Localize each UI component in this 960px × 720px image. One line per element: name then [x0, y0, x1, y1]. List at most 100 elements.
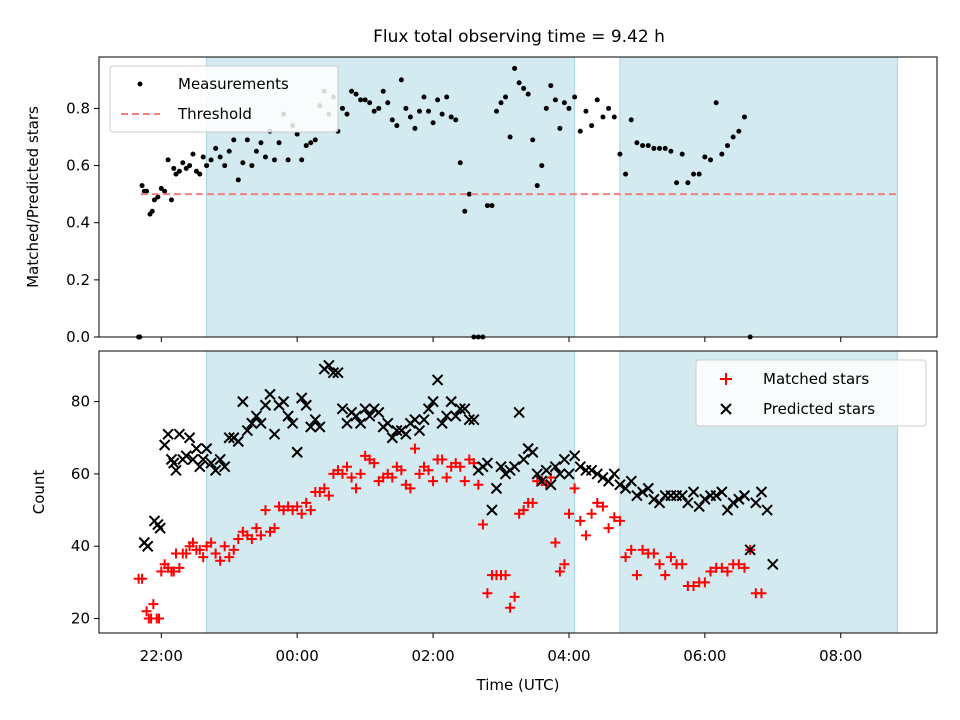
matched-stars-point	[509, 591, 520, 602]
measurement-point	[171, 165, 177, 171]
measurement-point	[349, 88, 355, 94]
predicted-stars-point	[710, 489, 722, 502]
measurement-point	[702, 154, 708, 160]
top-plot-frame	[98, 56, 938, 338]
measurement-point	[657, 145, 663, 151]
matched-stars-point	[500, 570, 511, 581]
measurement-point	[719, 151, 725, 157]
y-tick-label: 80	[71, 393, 90, 411]
measurement-point	[339, 105, 345, 111]
predicted-stars-point	[540, 464, 553, 477]
measurement-point	[516, 80, 522, 86]
matched-stars-point	[346, 472, 357, 483]
matched-stars-point	[459, 476, 470, 487]
measurement-point	[231, 137, 237, 143]
predicted-stars-point	[761, 504, 773, 516]
measurement-point	[200, 154, 206, 160]
measurement-point	[691, 171, 697, 177]
matched-stars-point	[292, 501, 303, 512]
predicted-stars-point	[508, 460, 521, 473]
matched-stars-point	[722, 566, 733, 577]
predicted-stars-point	[642, 482, 654, 495]
measurement-point	[457, 160, 463, 166]
matched-stars-point	[733, 559, 744, 570]
predicted-stars-point	[400, 428, 412, 440]
measurement-point	[645, 143, 651, 149]
matched-stars-point	[505, 602, 516, 613]
measurement-point	[503, 94, 509, 100]
matched-stars-point	[319, 483, 330, 494]
measurement-point	[193, 168, 199, 174]
matched-stars-point	[654, 559, 665, 570]
predicted-stars-point	[699, 493, 711, 505]
predicted-stars-point	[431, 374, 444, 386]
predicted-stars-point	[549, 460, 562, 473]
measurement-point	[668, 148, 674, 154]
matched-stars-point	[518, 505, 529, 516]
matched-stars-point	[154, 613, 165, 624]
measurement-point	[139, 183, 145, 189]
matched-stars-point	[716, 562, 727, 573]
measurement-point	[493, 108, 499, 114]
x-tick-label: 08:00	[819, 647, 862, 665]
matched-stars-point	[620, 552, 631, 563]
measurement-point	[385, 100, 391, 106]
matched-stars-point	[631, 570, 642, 581]
predicted-stars-point	[676, 489, 688, 502]
measurement-point	[262, 154, 268, 160]
measurement-point	[398, 77, 404, 83]
predicted-stars-point	[536, 475, 548, 487]
matched-stars-point	[586, 508, 597, 519]
measurement-point	[435, 97, 441, 103]
predicted-stars-point	[291, 446, 303, 458]
measurement-point	[651, 145, 657, 151]
matched-stars-point	[168, 566, 179, 577]
measurement-point	[426, 108, 432, 114]
matched-stars-point	[405, 483, 416, 494]
measurement-point	[572, 94, 578, 100]
measurement-point	[253, 148, 259, 154]
y-tick-label: 0.8	[66, 99, 90, 117]
measurement-point	[183, 165, 189, 171]
measurement-point	[713, 100, 719, 106]
matched-stars-point	[260, 505, 271, 516]
predicted-stars-point	[648, 493, 660, 505]
legend-label-measurements: Measurements	[178, 75, 289, 93]
predicted-stars-point	[619, 482, 632, 495]
predicted-stars-point	[721, 504, 734, 516]
predicted-stars-point	[625, 475, 637, 487]
matched-stars-point	[251, 523, 262, 534]
predicted-stars-point	[517, 453, 530, 466]
predicted-stars-point	[445, 395, 457, 408]
measurement-point	[180, 160, 186, 166]
matched-stars-point	[148, 599, 159, 610]
matched-stars-point	[575, 515, 586, 526]
predicted-stars-point	[158, 439, 171, 451]
matched-stars-point	[409, 443, 420, 454]
matched-stars-point	[550, 537, 561, 548]
measurement-point	[448, 114, 454, 120]
predicted-stars-point	[486, 504, 498, 516]
measurement-point	[308, 140, 314, 146]
matched-stars-point	[269, 523, 280, 534]
predicted-stars-point	[309, 413, 322, 426]
measurement-point	[512, 65, 518, 71]
predicted-stars-point	[170, 464, 182, 477]
matched-stars-point	[637, 544, 648, 555]
predicted-stars-point	[336, 403, 349, 415]
predicted-stars-point	[750, 497, 762, 509]
predicted-stars-point	[205, 457, 217, 469]
predicted-stars-point	[277, 395, 290, 408]
predicted-stars-point	[180, 450, 192, 462]
measurement-point	[421, 94, 427, 100]
predicted-stars-point	[286, 417, 299, 430]
legend-label-predicted: Predicted stars	[763, 400, 875, 418]
predicted-stars-point	[246, 417, 258, 430]
measurement-point	[617, 151, 623, 157]
legend-marker-measurements	[137, 81, 143, 87]
predicted-stars-point	[755, 486, 768, 498]
predicted-stars-point	[305, 421, 317, 433]
matched-stars-point	[569, 483, 580, 494]
measurement-point	[312, 137, 318, 143]
